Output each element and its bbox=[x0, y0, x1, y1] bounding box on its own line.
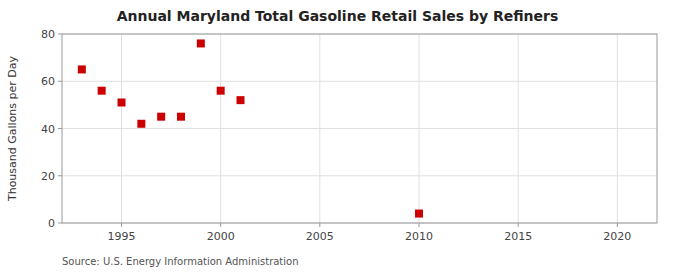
source-note: Source: U.S. Energy Information Administ… bbox=[62, 256, 299, 267]
x-tick-label: 2015 bbox=[504, 230, 532, 243]
point bbox=[118, 99, 126, 107]
grid bbox=[62, 34, 657, 223]
x-grid-line bbox=[220, 34, 221, 223]
y-tick-label: 20 bbox=[41, 170, 55, 183]
chart: Annual Maryland Total Gasoline Retail Sa… bbox=[0, 0, 675, 275]
x-tick bbox=[319, 223, 320, 227]
x-grid-line bbox=[319, 34, 320, 223]
points bbox=[78, 39, 423, 217]
x-grid-line bbox=[419, 34, 420, 223]
point bbox=[78, 65, 86, 73]
y-tick bbox=[58, 175, 62, 176]
x-grid-line bbox=[121, 34, 122, 223]
background bbox=[0, 0, 675, 275]
y-tick bbox=[58, 34, 62, 35]
point bbox=[415, 210, 423, 218]
x-tick bbox=[121, 223, 122, 227]
x-tick-label: 1995 bbox=[108, 230, 136, 243]
point bbox=[98, 87, 106, 95]
y-tick bbox=[58, 81, 62, 82]
y-tick-label: 80 bbox=[41, 28, 55, 41]
x-tick bbox=[518, 223, 519, 227]
point bbox=[177, 113, 185, 121]
x-grid-line bbox=[617, 34, 618, 223]
plot-frame bbox=[62, 34, 657, 223]
y-tick bbox=[58, 128, 62, 129]
point bbox=[197, 39, 205, 47]
x-tick-label: 2010 bbox=[405, 230, 433, 243]
x-tick-label: 2005 bbox=[306, 230, 334, 243]
x-tick-label: 2000 bbox=[207, 230, 235, 243]
y-axis-label: Thousand Gallons per Day bbox=[6, 55, 19, 202]
x-tick bbox=[419, 223, 420, 227]
title: Annual Maryland Total Gasoline Retail Sa… bbox=[117, 8, 559, 24]
y-grid-line bbox=[62, 81, 657, 82]
point bbox=[217, 87, 225, 95]
point bbox=[157, 113, 165, 121]
axes: 0 20 40 60 80 1995 2000 2005 2010 2015 2020 bbox=[41, 28, 657, 243]
x-tick bbox=[220, 223, 221, 227]
x-grid-line bbox=[518, 34, 519, 223]
x-tick bbox=[617, 223, 618, 227]
y-tick-label: 0 bbox=[48, 217, 55, 230]
y-tick-label: 60 bbox=[41, 75, 55, 88]
y-grid-line bbox=[62, 128, 657, 129]
point bbox=[237, 96, 245, 104]
point bbox=[137, 120, 145, 128]
y-tick bbox=[58, 223, 62, 224]
y-tick-label: 40 bbox=[41, 123, 55, 136]
y-grid-line bbox=[62, 175, 657, 176]
x-tick-label: 2020 bbox=[603, 230, 631, 243]
